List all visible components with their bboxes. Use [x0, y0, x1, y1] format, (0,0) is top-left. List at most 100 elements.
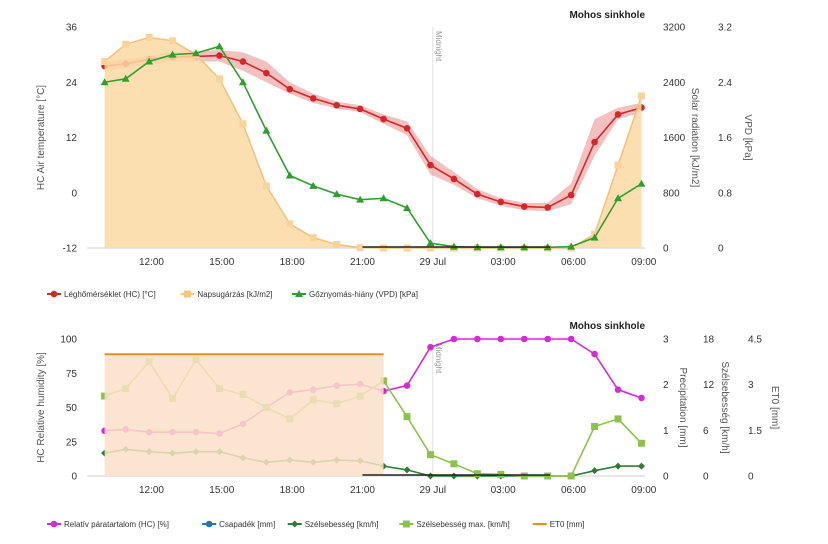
- wind-max-marker: [567, 472, 575, 480]
- midnight-label: Midnight: [434, 343, 443, 374]
- x-tick-label: 15:00: [209, 485, 234, 496]
- legend-marker: [295, 290, 304, 297]
- series-marker-0: [497, 335, 505, 343]
- y-right1-tick-label: 0: [663, 244, 669, 255]
- y-right1-tick-label: 3200: [663, 23, 686, 34]
- y-right1-tick-label: 1600: [663, 133, 686, 144]
- series-marker-0: [544, 204, 552, 211]
- y-right1-axis-title: Solar radiation [kJ/m2]: [689, 88, 700, 188]
- y-right2-tick-label: 12: [703, 380, 715, 391]
- y-right1-tick-label: 3: [663, 335, 669, 346]
- y-left-tick-label: 12: [66, 133, 78, 144]
- x-tick-label: 21:00: [350, 257, 375, 268]
- chart-title: Mohos sinkhole: [569, 10, 645, 21]
- solar-radiation-marker: [122, 40, 130, 48]
- series-marker-0: [520, 203, 528, 210]
- x-tick-label: 03:00: [491, 485, 516, 496]
- legend-marker: [183, 290, 191, 298]
- chart-title: Mohos sinkhole: [569, 321, 645, 332]
- vpd-marker: [238, 78, 247, 86]
- wind-speed-marker: [450, 472, 458, 480]
- x-tick-label: 12:00: [139, 257, 164, 268]
- series-marker-0: [567, 191, 575, 199]
- series-marker-0: [403, 124, 411, 132]
- legend-label: Szélsebesség max. [km/h]: [416, 520, 509, 529]
- x-tick-label: 29 Jul: [419, 257, 446, 268]
- solar-radiation-marker: [145, 33, 153, 41]
- wind-max-marker: [403, 413, 411, 421]
- et0-area: [104, 354, 384, 476]
- vpd-marker: [637, 179, 646, 187]
- x-tick-label: 12:00: [139, 485, 164, 496]
- solar-radiation-marker: [169, 37, 177, 45]
- y-right2-tick-label: 6: [703, 426, 709, 437]
- legend-label: Gőznyomás-hiány (VPD) [kPa]: [309, 290, 418, 299]
- y-right3-tick-label: 1.5: [748, 426, 762, 437]
- series-marker-0: [380, 115, 387, 123]
- solar-radiation-marker: [333, 241, 341, 249]
- vpd-marker: [168, 50, 177, 58]
- x-tick-label: 18:00: [280, 485, 305, 496]
- wind-max-marker: [426, 451, 434, 459]
- series-marker-0: [239, 58, 247, 65]
- y-left-tick-label: 0: [71, 188, 77, 199]
- series-line-2: [104, 45, 642, 249]
- series-marker-0: [614, 386, 622, 393]
- y-right3-tick-label: 4.5: [748, 335, 762, 346]
- y-right2-tick-label: 0.8: [718, 188, 732, 199]
- x-tick-label: 15:00: [209, 257, 234, 268]
- vpd-marker: [449, 242, 458, 250]
- wind-max-marker: [450, 460, 458, 468]
- series-marker-0: [333, 101, 340, 109]
- y-left-tick-label: 100: [60, 335, 77, 346]
- y-right2-tick-label: 3.2: [718, 23, 732, 34]
- y-right2-tick-label: 1.6: [718, 133, 732, 144]
- y-right2-tick-label: 0: [718, 244, 724, 255]
- wind-max-marker: [614, 415, 622, 423]
- vpd-marker: [332, 190, 341, 198]
- solar-radiation-marker: [614, 161, 622, 169]
- x-tick-label: 09:00: [631, 485, 656, 496]
- legend-marker: [50, 520, 58, 528]
- x-tick-label: 06:00: [561, 257, 586, 268]
- series-marker-0: [427, 161, 434, 169]
- solar-radiation-marker: [403, 244, 411, 252]
- wind-speed-marker: [637, 462, 645, 470]
- series-marker-0: [403, 382, 411, 389]
- y-right1-tick-label: 0: [663, 472, 669, 483]
- vpd-marker: [426, 239, 435, 247]
- series-marker-0: [263, 69, 270, 77]
- wind-max-marker: [591, 423, 599, 431]
- y-right1-tick-label: 800: [663, 188, 680, 199]
- y-left-axis-title: HC Air temperature [°C]: [36, 85, 47, 190]
- solar-radiation-marker: [380, 244, 388, 252]
- vpd-marker: [121, 74, 130, 82]
- chart-temperature-radiation-vpd: Mohos sinkhole Midnight 12:00 15:00 18:00 21:…: [36, 10, 753, 299]
- vpd-marker: [285, 171, 294, 179]
- chart-humidity-precip-wind-et0: Mohos sinkhole Midnight 12:00 15:00 18:00 21:…: [36, 321, 780, 529]
- series-marker-0: [356, 105, 364, 113]
- y-right2-tick-label: 0: [703, 472, 709, 483]
- series-marker-0: [309, 95, 317, 102]
- y-left-tick-label: 24: [66, 78, 78, 89]
- vpd-marker: [567, 242, 576, 250]
- y-left-tick-label: 36: [66, 23, 78, 34]
- y-left-axis-title: HC Relative humidity [%]: [36, 352, 47, 463]
- series-marker-0: [591, 350, 598, 358]
- solar-radiation-marker: [309, 234, 317, 242]
- series-marker-0: [591, 138, 598, 146]
- vpd-marker: [590, 233, 599, 241]
- vpd-marker: [192, 49, 201, 57]
- y-right3-tick-label: 0: [748, 472, 754, 483]
- legend-marker: [402, 520, 410, 528]
- legend-marker: [291, 520, 299, 528]
- vpd-marker: [379, 194, 388, 202]
- x-tick-label: 29 Jul: [419, 485, 446, 496]
- y-right1-axis-title: Precipitation [mm]: [677, 367, 688, 447]
- y-right1-tick-label: 1: [663, 426, 669, 437]
- y-left-tick-label: 75: [66, 369, 78, 380]
- y-right1-tick-label: 2400: [663, 78, 686, 89]
- y-left-tick-label: 0: [71, 472, 77, 483]
- y-right2-tick-label: 2.4: [718, 78, 732, 89]
